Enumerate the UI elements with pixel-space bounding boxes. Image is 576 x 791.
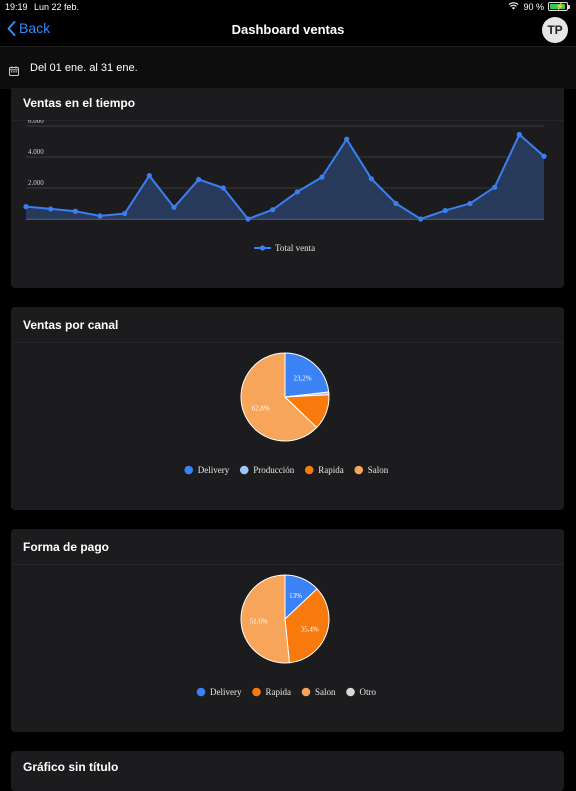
card-title: Ventas en el tiempo <box>23 96 136 110</box>
legend-label: Total venta <box>275 243 315 253</box>
legend-label: Delivery <box>210 687 242 697</box>
legend-label: Otro <box>360 687 377 697</box>
data-point <box>220 185 226 191</box>
data-point <box>319 174 325 180</box>
legend-swatch <box>239 465 249 475</box>
y-tick-label: 2.000 <box>28 179 44 187</box>
pie-data-label: 62,8% <box>252 404 270 412</box>
data-point <box>368 176 374 182</box>
legend-swatch <box>354 465 364 475</box>
card-divider <box>11 120 564 121</box>
sales-over-time-card: Ventas en el tiempo 2.000 4.000 6.000 Total… <box>11 88 564 288</box>
data-point <box>492 184 498 190</box>
pie-slice <box>240 574 290 664</box>
chevron-left-icon <box>7 20 16 36</box>
payment-method-card: Forma de pago 13% 35,4% 51,6% Delivery Rapid… <box>11 529 564 732</box>
legend-label: Salon <box>315 687 336 697</box>
date-range-selector[interactable]: Del 01 ene. al 31 ene. <box>0 46 576 89</box>
back-label: Back <box>19 20 51 36</box>
legend-swatch <box>346 687 355 697</box>
data-point <box>97 213 103 219</box>
data-point <box>23 204 29 210</box>
data-point <box>171 204 177 210</box>
legend-swatch <box>301 687 311 697</box>
card-title: Forma de pago <box>23 540 110 554</box>
legend-label: Salon <box>368 465 389 475</box>
card-title: Gráfico sin título <box>23 760 119 774</box>
card-title: Ventas por canal <box>23 318 119 332</box>
pie-data-label: 35,4% <box>301 625 319 633</box>
sales-line-chart: 2.000 4.000 6.000 Total venta <box>23 120 547 253</box>
data-point <box>122 210 128 217</box>
status-date: Lun 22 feb. <box>34 2 80 12</box>
status-right: 90 % ⚡ <box>508 1 570 12</box>
data-point <box>418 216 424 222</box>
pie-data-label: 51,6% <box>250 617 268 625</box>
data-point <box>467 200 473 207</box>
date-range-text: Del 01 ene. al 31 ene. <box>30 62 138 74</box>
data-point <box>294 189 300 195</box>
chart-legend: Delivery Rapida Salon Otro <box>196 687 377 697</box>
area-fill <box>26 134 544 219</box>
legend-label: Rapida <box>265 687 291 697</box>
legend-swatch <box>196 687 206 697</box>
card-divider <box>11 564 564 565</box>
page-title: Dashboard ventas <box>231 22 345 37</box>
data-point <box>72 208 78 214</box>
data-point <box>516 131 522 138</box>
chart-legend: Total venta <box>254 243 315 253</box>
data-point <box>146 173 152 179</box>
series-line <box>25 132 545 221</box>
y-tick-label: 6.000 <box>28 120 44 125</box>
legend-swatch <box>252 687 261 697</box>
data-point <box>245 216 251 222</box>
battery-icon: ⚡ <box>548 2 570 11</box>
navigation-bar: Back Dashboard ventas TP <box>0 14 576 46</box>
legend-label: Producción <box>253 465 294 475</box>
legend-swatch <box>184 465 194 475</box>
data-point <box>196 176 202 183</box>
status-bar: 19:19 Lun 22 feb. 90 % ⚡ <box>0 0 576 14</box>
legend-swatch <box>304 465 314 475</box>
legend-label: Rapida <box>318 465 344 475</box>
sales-by-channel-card: Ventas por canal 23,2% 62,8% Delivery Produ… <box>11 307 564 510</box>
untitled-chart-card: Gráfico sin título <box>11 751 564 791</box>
pie-slice <box>240 352 318 442</box>
data-point <box>541 153 547 159</box>
data-point <box>270 207 276 213</box>
channel-pie-chart: 23,2% 62,8% Delivery Producción Rapida Salon <box>184 352 389 475</box>
wifi-icon <box>508 1 519 12</box>
legend-point-swatch <box>259 245 266 251</box>
data-point <box>48 206 54 212</box>
pie-data-label: 23,2% <box>294 374 312 382</box>
pie-slice <box>284 352 330 398</box>
y-tick-label: 4.000 <box>28 148 44 156</box>
data-point <box>344 136 350 142</box>
legend-label: Delivery <box>198 465 230 475</box>
data-point <box>393 200 399 207</box>
card-divider <box>11 342 564 343</box>
calendar-icon <box>9 63 19 81</box>
avatar[interactable]: TP <box>542 17 568 43</box>
battery-percent: 90 % <box>523 1 544 12</box>
status-time: 19:19 <box>5 2 28 12</box>
pie-slice <box>284 588 330 664</box>
back-button[interactable]: Back <box>7 20 50 36</box>
payment-pie-chart: 13% 35,4% 51,6% Delivery Rapida Salon Otro <box>196 574 377 697</box>
pie-data-label: 13% <box>289 592 302 600</box>
chart-legend: Delivery Producción Rapida Salon <box>184 465 389 475</box>
data-point <box>442 207 448 214</box>
